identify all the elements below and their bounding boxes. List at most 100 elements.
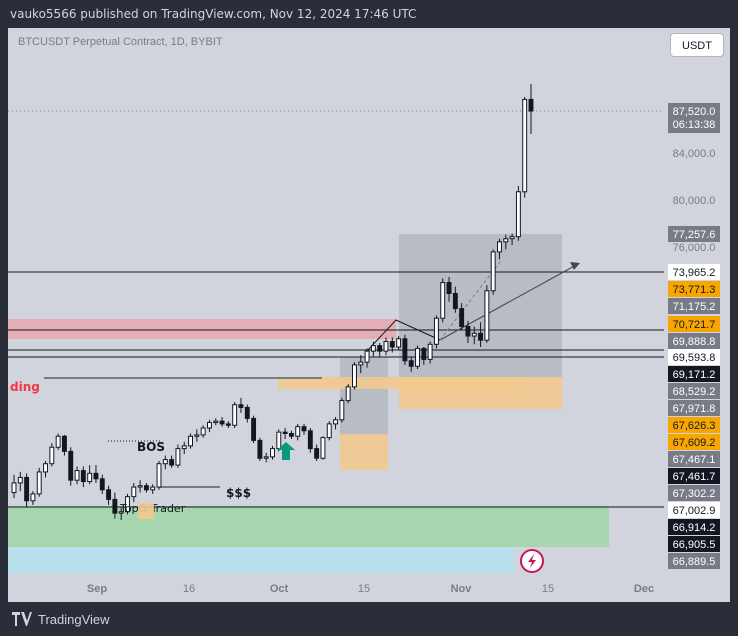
time-label: Dec	[634, 583, 654, 595]
candle-body	[175, 448, 181, 466]
candle-body	[326, 423, 332, 439]
candle	[143, 482, 149, 493]
candle	[74, 466, 80, 485]
candle	[131, 482, 137, 503]
candle-body	[440, 282, 446, 319]
candle	[175, 444, 181, 468]
candle	[99, 474, 105, 494]
symbol-title: BTCUSDT Perpetual Contract, 1D, BYBIT	[18, 36, 223, 48]
candle-body	[200, 427, 206, 436]
candle-body	[213, 420, 219, 424]
price-label-text: 67,609.2	[673, 437, 716, 449]
candle-body	[358, 361, 364, 366]
candle	[288, 430, 294, 440]
price-label-bg	[668, 519, 720, 535]
price-label: 66,889.5	[668, 553, 720, 569]
candle	[80, 466, 86, 488]
candle-body	[150, 486, 156, 491]
price-label-bg	[668, 468, 720, 484]
candle-body	[232, 404, 238, 426]
price-label-text: 67,971.8	[673, 403, 716, 415]
candle-body	[465, 325, 471, 337]
price-label-bg	[668, 281, 720, 297]
candle-body	[282, 431, 288, 435]
price-label-text: 84,000.0	[673, 148, 716, 160]
candle-body	[43, 463, 48, 473]
candle	[87, 465, 93, 485]
time-label: Nov	[451, 583, 473, 595]
price-label: 73,965.2	[668, 264, 720, 280]
candle	[150, 484, 156, 494]
candle	[377, 342, 383, 357]
candle	[427, 341, 433, 364]
wedge-line	[367, 319, 441, 351]
candle-body	[36, 471, 42, 495]
candle	[408, 356, 414, 372]
price-label: 77,257.6	[668, 226, 720, 242]
projection-line	[439, 263, 579, 341]
candle-body	[503, 238, 509, 243]
candle-body	[352, 364, 357, 388]
candle-body	[307, 430, 313, 450]
candle-body	[270, 448, 275, 458]
candle	[36, 467, 42, 497]
candle	[11, 474, 17, 499]
candle	[333, 417, 339, 430]
candle	[421, 347, 427, 365]
price-label: 69,593.8	[668, 349, 720, 365]
price-label-bg	[668, 536, 720, 552]
last-price-value: 87,520.0	[673, 106, 716, 118]
candle-body	[257, 439, 263, 459]
candle-body	[74, 470, 80, 481]
candle	[200, 425, 206, 438]
currency-button[interactable]: USDT	[670, 33, 724, 57]
price-label-text: 67,002.9	[673, 505, 716, 517]
time-axis: Sep 16 Oct 15 Nov 15 Dec	[87, 583, 654, 595]
price-label-bg	[668, 264, 720, 280]
candle-body	[345, 386, 351, 402]
candle-body	[320, 437, 326, 459]
footer-branding[interactable]: TradingView	[0, 602, 738, 636]
price-label-bg	[668, 298, 720, 314]
price-label-text: 80,000.0	[673, 195, 716, 207]
candle	[320, 436, 326, 460]
candle	[490, 249, 496, 295]
candle-body	[276, 431, 282, 450]
candle	[238, 397, 244, 413]
candle	[383, 337, 389, 356]
candle-body	[509, 236, 515, 240]
candle	[244, 404, 250, 423]
price-label: 84,000.0	[673, 148, 716, 160]
candle	[522, 97, 528, 198]
candle-body	[452, 292, 458, 310]
candle-body	[427, 343, 433, 360]
candle	[301, 423, 307, 435]
price-label-text: 67,467.1	[673, 454, 716, 466]
price-label: 68,529.2	[668, 383, 720, 399]
price-label: 67,302.2	[668, 485, 720, 501]
price-label-text: 67,461.7	[673, 471, 716, 483]
price-label-text: 69,593.8	[673, 352, 716, 364]
candle	[509, 233, 515, 245]
candle	[270, 445, 275, 460]
candle	[433, 315, 439, 349]
candle	[251, 415, 257, 444]
lightning-glyph-icon	[528, 554, 536, 568]
price-label-text: 73,965.2	[673, 267, 716, 279]
price-label: 69,888.8	[668, 333, 720, 349]
candle	[396, 336, 402, 350]
candle-body	[137, 485, 143, 488]
candle-body	[181, 445, 187, 450]
candle	[402, 334, 408, 365]
candle	[452, 286, 458, 313]
candle-body	[389, 341, 395, 348]
candle-body	[370, 345, 376, 352]
candle	[181, 441, 187, 455]
bos-label: BOS	[137, 440, 165, 454]
red-zone	[8, 319, 396, 339]
candle	[43, 460, 48, 478]
candle-body	[528, 98, 534, 112]
candle	[49, 443, 55, 467]
price-label-bg	[668, 383, 720, 399]
